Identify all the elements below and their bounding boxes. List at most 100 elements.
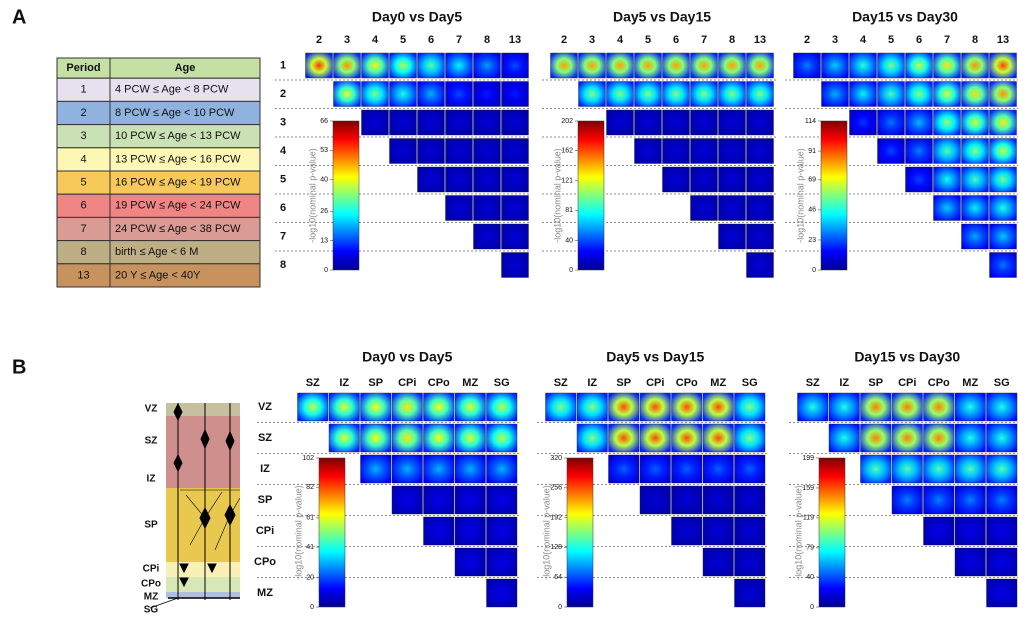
heatmap-tile xyxy=(703,393,734,421)
heatmap-tile xyxy=(962,139,989,164)
heatmap-tile xyxy=(962,196,989,221)
heatmap-tile xyxy=(829,424,860,452)
heatmap-tile xyxy=(474,196,501,221)
column-label: SP xyxy=(616,377,631,389)
column-label: 6 xyxy=(428,34,434,46)
heatmap-tile xyxy=(987,548,1018,576)
heatmap-tile xyxy=(990,110,1017,135)
group-title: Day15 vs Day30 xyxy=(852,9,958,25)
heatmap-tile xyxy=(446,82,473,107)
column-label: SG xyxy=(994,377,1010,389)
heatmap-tile xyxy=(455,548,486,576)
group-title: Day0 vs Day5 xyxy=(372,9,463,25)
heatmap-tile xyxy=(987,486,1018,514)
heatmap-tile xyxy=(446,53,473,78)
row-label: 1 xyxy=(280,59,286,71)
heatmap-tile xyxy=(987,455,1018,483)
heatmap-tile xyxy=(392,486,423,514)
colorbar-tick-label: 91 xyxy=(808,148,816,155)
group-title: Day0 vs Day5 xyxy=(362,349,453,365)
colorbar xyxy=(819,458,845,607)
heatmap-tile xyxy=(934,82,961,107)
heatmap-tile xyxy=(577,393,608,421)
heatmap-tile xyxy=(934,53,961,78)
layer-label: IZ xyxy=(147,474,156,485)
colorbar-tick-label: 61 xyxy=(306,515,314,522)
table-cell: 4 PCW ≤ Age < 8 PCW xyxy=(115,84,229,96)
table-cell: 2 xyxy=(80,107,86,119)
column-label: CPi xyxy=(398,377,416,389)
heatmap-tile xyxy=(306,53,333,78)
heatmap-tile xyxy=(990,224,1017,249)
column-label: 2 xyxy=(316,34,322,46)
table-cell: 19 PCW ≤ Age < 24 PCW xyxy=(115,200,241,212)
column-label: 4 xyxy=(372,34,379,46)
heatmap-tile xyxy=(487,455,518,483)
heatmap-tile xyxy=(487,486,518,514)
heatmap-tile xyxy=(390,53,417,78)
heatmap-tile xyxy=(850,53,877,78)
group-title: Day5 vs Day15 xyxy=(606,349,704,365)
colorbar-tick-label: 202 xyxy=(561,118,573,125)
heatmap-tile xyxy=(719,196,746,221)
colorbar-tick-label: 40 xyxy=(565,237,573,244)
colorbar-tick-label: 41 xyxy=(306,544,314,551)
panel-label: A xyxy=(12,6,26,28)
heatmap-tile xyxy=(487,393,518,421)
heatmap-tile xyxy=(455,424,486,452)
heatmap-tile xyxy=(987,579,1018,607)
heatmap-tile xyxy=(329,424,360,452)
heatmap-tile xyxy=(735,393,766,421)
heatmap-tile xyxy=(446,110,473,135)
heatmap-tile xyxy=(878,110,905,135)
column-label: MZ xyxy=(462,377,478,389)
heatmap-tile xyxy=(609,393,640,421)
heatmap-tile xyxy=(640,455,671,483)
column-label: 5 xyxy=(400,34,406,46)
colorbar-tick-label: 81 xyxy=(565,207,573,214)
column-label: CPo xyxy=(428,377,450,389)
heatmap-tile xyxy=(640,393,671,421)
colorbar-tick-label: 13 xyxy=(320,237,328,244)
column-label: 13 xyxy=(754,34,766,46)
heatmap-tile xyxy=(719,82,746,107)
heatmap-tile xyxy=(794,53,821,78)
heatmap-tile xyxy=(446,167,473,192)
row-label: IZ xyxy=(260,463,270,475)
colorbar-tick-label: 256 xyxy=(550,485,562,492)
heatmap-tile xyxy=(878,53,905,78)
heatmap-tile xyxy=(390,110,417,135)
layer-label: SP xyxy=(144,520,158,531)
heatmap-tile xyxy=(747,196,774,221)
heatmap-tile xyxy=(502,224,529,249)
layer-label: MZ xyxy=(144,592,158,603)
heatmap-tile xyxy=(635,53,662,78)
colorbar-tick-label: 121 xyxy=(561,178,573,185)
table-cell: 13 PCW ≤ Age < 16 PCW xyxy=(115,153,241,165)
heatmap-tile xyxy=(691,82,718,107)
heatmap-tile xyxy=(502,139,529,164)
heatmap-tile xyxy=(579,53,606,78)
heatmap-tile xyxy=(672,517,703,545)
group-title: Day15 vs Day30 xyxy=(854,349,960,365)
heatmap-tile xyxy=(878,82,905,107)
heatmap-tile xyxy=(361,393,392,421)
heatmap-tile xyxy=(719,139,746,164)
row-label: SP xyxy=(258,494,273,506)
heatmap-tile xyxy=(822,53,849,78)
heatmap-tile xyxy=(424,455,455,483)
colorbar-tick-label: 26 xyxy=(320,208,328,215)
heatmap-tile xyxy=(735,486,766,514)
heatmap-tile xyxy=(635,82,662,107)
heatmap-tile xyxy=(502,196,529,221)
column-label: CPo xyxy=(928,377,950,389)
heatmap-tile xyxy=(719,167,746,192)
heatmap-tile xyxy=(987,424,1018,452)
column-label: IZ xyxy=(587,377,597,389)
heatmap-tile xyxy=(691,53,718,78)
column-label: 13 xyxy=(997,34,1009,46)
heatmap-tile xyxy=(906,53,933,78)
colorbar-tick-label: 162 xyxy=(561,147,573,154)
heatmap-tile xyxy=(850,82,877,107)
colorbar-tick-label: 82 xyxy=(306,484,314,491)
